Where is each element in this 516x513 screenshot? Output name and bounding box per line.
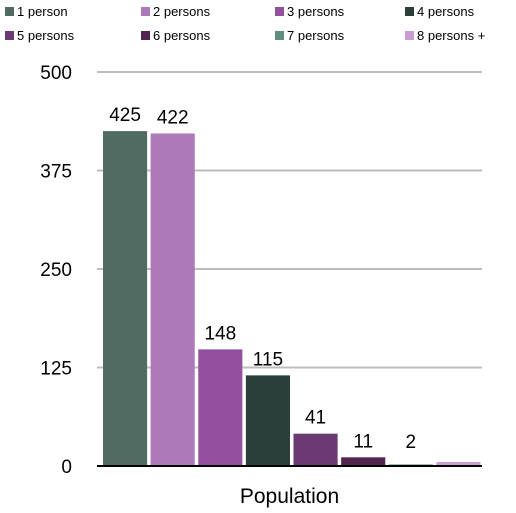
data-label-5: 41 bbox=[305, 408, 326, 429]
y-tick-label-250: 250 bbox=[40, 260, 72, 281]
legend-swatch-2 bbox=[141, 7, 150, 16]
y-tick-label-0: 0 bbox=[61, 457, 72, 478]
legend: 1 person 2 persons 3 persons 4 persons 5 per… bbox=[5, 4, 485, 43]
legend-swatch-4 bbox=[405, 7, 414, 16]
bar-2 bbox=[150, 133, 195, 467]
bars bbox=[103, 131, 481, 467]
y-tick-label-375: 375 bbox=[40, 162, 72, 183]
legend-label-1: 1 person bbox=[17, 4, 68, 19]
legend-swatch-8 bbox=[405, 31, 414, 40]
y-axis-tick-labels: 0 125 250 375 500 bbox=[40, 63, 72, 478]
bar-8 bbox=[436, 462, 481, 466]
legend-label-2: 2 persons bbox=[153, 4, 211, 19]
legend-label-8: 8 persons + bbox=[417, 28, 485, 43]
legend-swatch-3 bbox=[275, 7, 284, 16]
data-label-6: 11 bbox=[353, 431, 373, 452]
bar-4 bbox=[245, 375, 290, 466]
legend-swatch-5 bbox=[5, 31, 14, 40]
bar-6 bbox=[341, 457, 386, 466]
legend-label-3: 3 persons bbox=[287, 4, 345, 19]
legend-label-6: 6 persons bbox=[153, 28, 211, 43]
y-tick-label-500: 500 bbox=[40, 63, 72, 84]
legend-label-4: 4 persons bbox=[417, 4, 475, 19]
data-labels: 425 422 148 115 41 11 2 bbox=[109, 105, 416, 453]
legend-swatch-7 bbox=[275, 31, 284, 40]
data-label-2: 422 bbox=[157, 107, 189, 128]
legend-label-7: 7 persons bbox=[287, 28, 345, 43]
y-tick-label-125: 125 bbox=[40, 359, 72, 380]
legend-swatch-6 bbox=[141, 31, 150, 40]
legend-label-5: 5 persons bbox=[17, 28, 75, 43]
legend-swatch-1 bbox=[5, 7, 14, 16]
bar-3 bbox=[198, 349, 243, 466]
data-label-1: 425 bbox=[109, 105, 141, 126]
data-label-4: 115 bbox=[253, 349, 283, 370]
data-label-7: 2 bbox=[406, 432, 417, 453]
x-axis-label: Population bbox=[240, 485, 339, 508]
bar-1 bbox=[103, 131, 148, 466]
data-label-3: 148 bbox=[204, 323, 236, 344]
bar-5 bbox=[293, 433, 338, 466]
